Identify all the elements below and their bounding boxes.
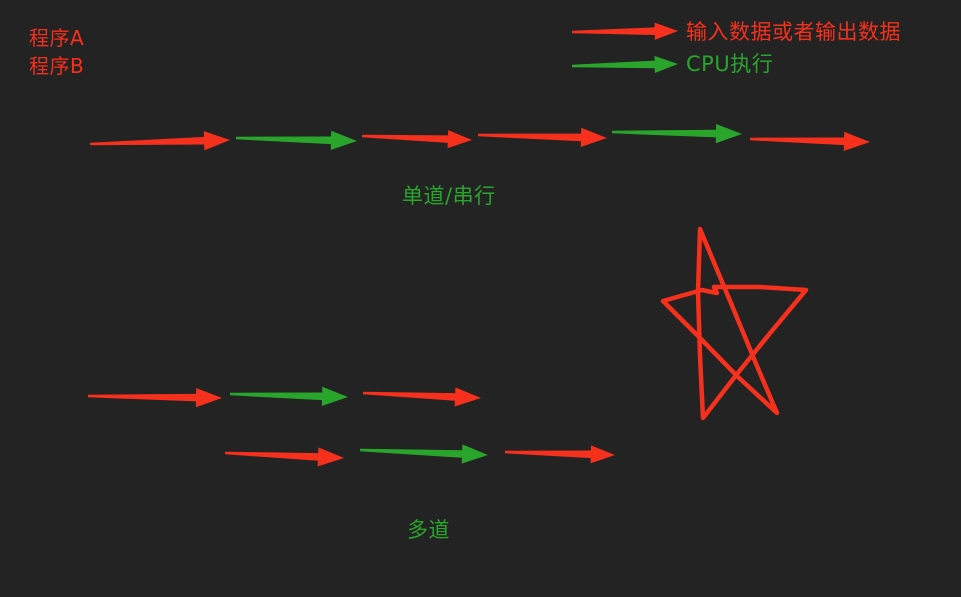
serial-row-red-arrow xyxy=(477,127,607,147)
serial-row-green-arrow xyxy=(235,130,357,150)
program-a-label: 程序A xyxy=(29,26,85,50)
multi-row-a-red-arrow xyxy=(87,388,222,408)
legend-red-arrow xyxy=(571,22,678,40)
multi-row-a-green-arrow xyxy=(229,386,348,406)
multi-row-a-red-arrow xyxy=(362,387,481,407)
program-b-label: 程序B xyxy=(29,54,85,78)
legend-cpu-label: CPU执行 xyxy=(686,52,774,76)
multi-row-b-green-arrow xyxy=(359,444,489,464)
serial-row-green-arrow xyxy=(611,123,742,144)
multi-caption: 多道 xyxy=(407,518,450,542)
serial-caption: 单道/串行 xyxy=(402,184,496,208)
legend-green-arrow xyxy=(571,55,678,74)
serial-row-red-arrow xyxy=(749,131,870,151)
star-shape xyxy=(660,226,809,421)
legend-io-label: 输入数据或者输出数据 xyxy=(686,20,901,44)
multi-row-b-red-arrow xyxy=(224,447,344,467)
multi-row-b-red-arrow xyxy=(504,445,615,464)
serial-row-red-arrow xyxy=(361,130,473,149)
serial-row-red-arrow xyxy=(89,131,231,151)
